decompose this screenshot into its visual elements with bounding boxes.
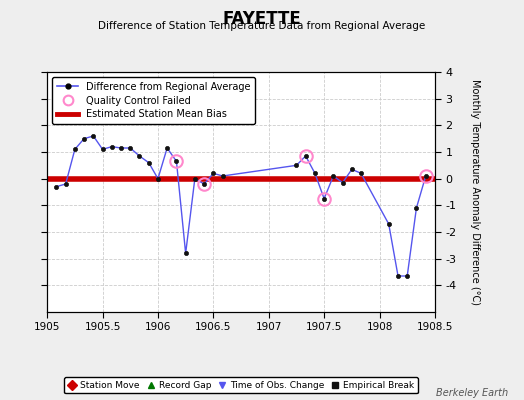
- Text: FAYETTE: FAYETTE: [223, 10, 301, 28]
- Text: Berkeley Earth: Berkeley Earth: [436, 388, 508, 398]
- Y-axis label: Monthly Temperature Anomaly Difference (°C): Monthly Temperature Anomaly Difference (…: [471, 79, 481, 305]
- Legend: Difference from Regional Average, Quality Control Failed, Estimated Station Mean: Difference from Regional Average, Qualit…: [52, 77, 255, 124]
- Text: Difference of Station Temperature Data from Regional Average: Difference of Station Temperature Data f…: [99, 21, 425, 31]
- Legend: Station Move, Record Gap, Time of Obs. Change, Empirical Break: Station Move, Record Gap, Time of Obs. C…: [64, 377, 418, 394]
